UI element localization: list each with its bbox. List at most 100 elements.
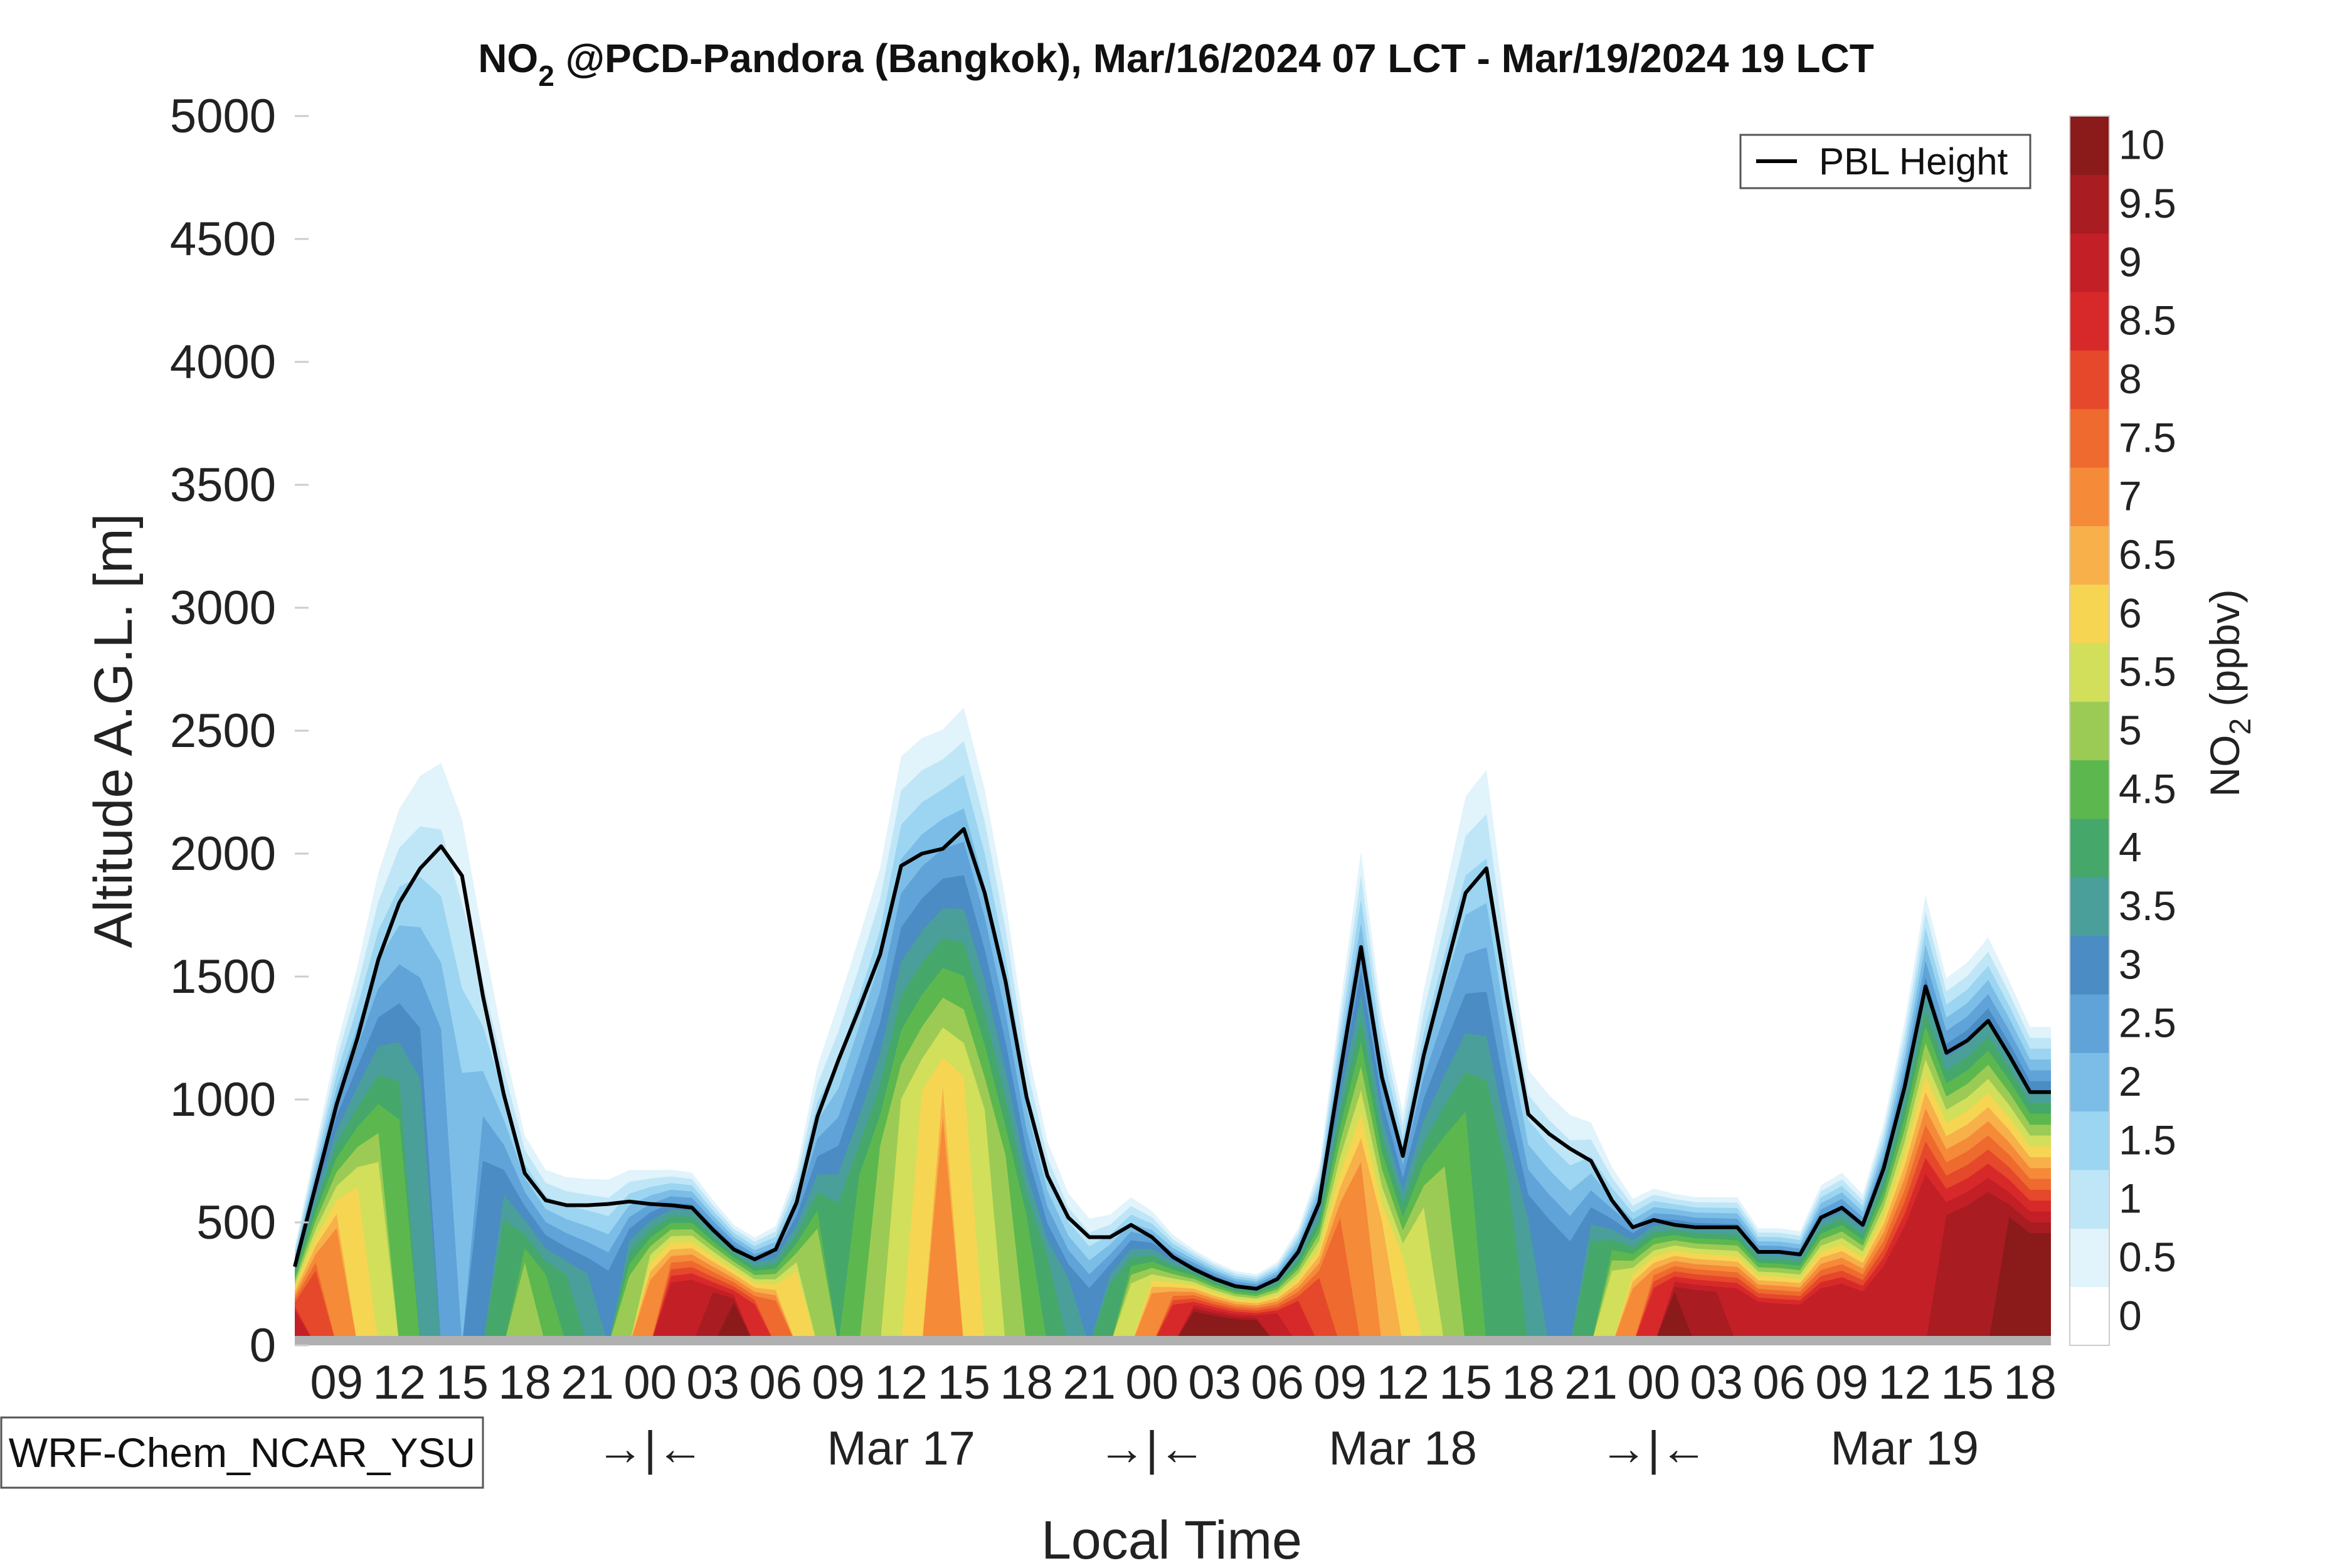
pbl-height-line: [293, 827, 2051, 1291]
colorbar-tick-label: 7.5: [2119, 414, 2176, 460]
x-tick-label: 21: [1062, 1356, 1116, 1409]
x-tick-label: 09: [310, 1356, 363, 1409]
colorbar-tick-label: 4: [2119, 824, 2142, 871]
colorbar-swatch: [2070, 467, 2109, 526]
colorbar-swatch: [2070, 643, 2109, 702]
y-tick-label: 2500: [170, 704, 276, 758]
colorbar-tick-label: 9: [2119, 238, 2142, 285]
x-tick-label: 03: [1690, 1356, 1743, 1409]
y-tick-label: 500: [196, 1196, 276, 1249]
colorbar-swatch: [2070, 408, 2109, 468]
x-tick-label: 12: [1376, 1356, 1429, 1409]
x-tick-label: 12: [1878, 1356, 1931, 1409]
colorbar-swatch: [2070, 174, 2109, 234]
x-tick-label: 09: [1313, 1356, 1367, 1409]
x-day-label: →|←: [1600, 1422, 1708, 1475]
x-day-label: Mar 19: [1830, 1422, 1979, 1475]
colorbar-swatch: [2070, 1228, 2109, 1288]
colorbar-swatch: [2070, 877, 2109, 936]
y-tick-label: 3000: [170, 581, 276, 635]
x-day-label: →|←: [1098, 1422, 1206, 1475]
x-tick-label: 18: [2003, 1356, 2057, 1409]
colorbar-tick-label: 3.5: [2119, 882, 2176, 929]
x-tick-label: 06: [749, 1356, 802, 1409]
colorbar-swatch: [2070, 994, 2109, 1053]
colorbar-tick-label: 8.5: [2119, 297, 2176, 344]
colorbar-swatch: [2070, 818, 2109, 877]
colorbar-swatch: [2070, 292, 2109, 351]
colorbar-swatch: [2070, 350, 2109, 410]
colorbar-tick-label: 5.5: [2119, 649, 2176, 695]
colorbar-tick-label: 6.5: [2119, 531, 2176, 578]
y-axis-title: Altitude A.G.L. [m]: [83, 513, 144, 948]
colorbar-title: NO2 (ppbv): [2201, 589, 2257, 797]
y-tick-label: 0: [250, 1319, 276, 1372]
colorbar-swatch: [2070, 116, 2109, 175]
colorbar-tick-label: 0: [2119, 1292, 2142, 1338]
y-tick-label: 2000: [170, 827, 276, 881]
x-tick-label: 00: [1125, 1356, 1179, 1409]
y-tick-label: 1000: [170, 1073, 276, 1126]
x-tick-label: 15: [435, 1356, 489, 1409]
y-tick-label: 3500: [170, 458, 276, 512]
colorbar-tick-label: 6: [2119, 590, 2142, 636]
x-tick-label: 00: [623, 1356, 677, 1409]
legend-pbl-label: PBL Height: [1819, 140, 2008, 183]
plot-area: [295, 116, 2051, 1345]
no2-level-band: [295, 875, 2051, 1345]
colorbar-swatch: [2070, 701, 2109, 761]
colorbar-tick-label: 1.5: [2119, 1116, 2176, 1163]
colorbar-tick-label: 10: [2119, 122, 2164, 168]
x-tick-label: 12: [373, 1356, 426, 1409]
x-tick-label: 06: [1251, 1356, 1304, 1409]
colorbar-tick-label: 7: [2119, 473, 2142, 519]
x-tick-label: 09: [1815, 1356, 1868, 1409]
no2-level-band: [295, 1217, 2051, 1345]
colorbar-swatch: [2070, 526, 2109, 585]
colorbar-tick-label: 0.5: [2119, 1234, 2176, 1280]
colorbar-swatch: [2070, 1286, 2109, 1346]
x-day-labels: →|← Mar 17 →|← Mar 18 →|← Mar 19: [596, 1422, 1979, 1475]
x-tick-label: 21: [561, 1356, 614, 1409]
colorbar-tick-label: 4.5: [2119, 765, 2176, 812]
no2-level-band: [295, 1027, 2051, 1345]
model-label: WRF-Chem_NCAR_YSU: [9, 1429, 475, 1476]
x-axis: 09 12 15 18 21 00 03 06 09 12 15 18 21 00 03 06 09 12 15 18…: [310, 1356, 2057, 1409]
chart-title: NO2 @PCD-Pandora (Bangkok), Mar/16/2024 …: [478, 36, 1874, 92]
y-tick-label: 1500: [170, 950, 276, 1004]
no2-level-band: [295, 938, 2051, 1345]
x-tick-label: 09: [812, 1356, 865, 1409]
colorbar-tick-label: 9.5: [2119, 180, 2176, 226]
colorbar-tick-label: 8: [2119, 356, 2142, 402]
colorbar-tick-label: 2: [2119, 1058, 2142, 1104]
x-tick-label: 12: [874, 1356, 928, 1409]
colorbar: 0 0.5 1 1.5 2 2.5 3 3.5 4 4.5 5 5.5 6 6.5 7 7.5 8 8.5 9 9.5…: [2069, 115, 2176, 1346]
colorbar-swatch: [2070, 233, 2109, 292]
x-tick-label: 15: [1439, 1356, 1492, 1409]
x-tick-label: 18: [1502, 1356, 1555, 1409]
colorbar-tick-label: 5: [2119, 707, 2142, 753]
model-label-box: [0, 1416, 484, 1489]
y-tick-label: 4500: [170, 213, 276, 266]
x-tick-label: 18: [1000, 1356, 1053, 1409]
x-tick-label: 18: [498, 1356, 551, 1409]
colorbar-tick-label: 1: [2119, 1175, 2142, 1222]
x-tick-label: 15: [1941, 1356, 1994, 1409]
colorbar-swatch: [2070, 1052, 2109, 1112]
x-tick-label: 21: [1564, 1356, 1618, 1409]
no2-level-band: [295, 1057, 2051, 1345]
colorbar-swatch: [2070, 760, 2109, 819]
colorbar-tick-label: 2.5: [2119, 1000, 2176, 1046]
ground-strip: [295, 1336, 2051, 1345]
y-tick-label: 5000: [170, 90, 276, 143]
y-axis: 0 500 1000 1500 2000 2500 3000 3500 4000 4500 5000: [170, 90, 309, 1372]
y-tick-label: 4000: [170, 336, 276, 389]
x-tick-label: 06: [1752, 1356, 1806, 1409]
colorbar-frame: [2069, 115, 2110, 1346]
colorbar-swatch: [2070, 935, 2109, 995]
x-day-label: →|←: [596, 1422, 704, 1475]
x-day-label: Mar 18: [1328, 1422, 1477, 1475]
x-tick-label: 00: [1627, 1356, 1680, 1409]
x-tick-label: 03: [1188, 1356, 1241, 1409]
